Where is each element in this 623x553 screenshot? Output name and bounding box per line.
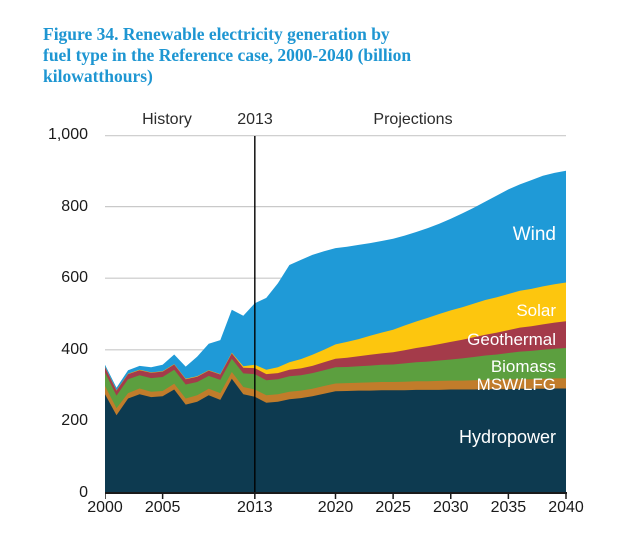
y-tick-label-800: 800 (61, 197, 88, 215)
figure-title-line-3: kilowatthours) (43, 66, 153, 86)
y-tick-label-0: 0 (79, 484, 88, 501)
x-tick-label-2005: 2005 (144, 499, 181, 516)
figure-title-line-2: fuel type in the Reference case, 2000-20… (43, 45, 412, 65)
x-tick-label-2013: 2013 (237, 499, 273, 516)
y-tick-label-1000: 1,000 (47, 126, 88, 143)
y-tick-label-200: 200 (61, 412, 88, 430)
area-label-biomass: Biomass (490, 357, 556, 376)
header-label-projections: Projections (373, 111, 453, 128)
x-tick-label-2040: 2040 (548, 499, 584, 516)
area-label-solar: Solar (516, 301, 556, 320)
area-label-geothermal: Geothermal (467, 330, 556, 349)
figure-title-line-1: Figure 34. Renewable electricity generat… (43, 24, 390, 44)
area-label-msw-lfg: MSW/LFG (476, 375, 556, 394)
header-label-2013: 2013 (237, 111, 273, 128)
area-hydropower (105, 378, 566, 493)
area-label-wind: Wind (512, 224, 556, 245)
area-label-hydropower: Hydropower (458, 427, 556, 447)
figure-title: Figure 34. Renewable electricity generat… (43, 24, 563, 87)
x-tick-label-2000: 2000 (87, 499, 123, 516)
x-tick-label-2030: 2030 (432, 499, 469, 516)
stacked-area-plot (105, 135, 567, 499)
y-tick-label-400: 400 (61, 340, 88, 358)
header-label-history: History (142, 111, 192, 128)
y-tick-label-600: 600 (61, 269, 88, 287)
x-tick-label-2035: 2035 (490, 499, 527, 516)
x-tick-label-2025: 2025 (375, 499, 411, 516)
x-tick-label-2020: 2020 (317, 499, 354, 516)
